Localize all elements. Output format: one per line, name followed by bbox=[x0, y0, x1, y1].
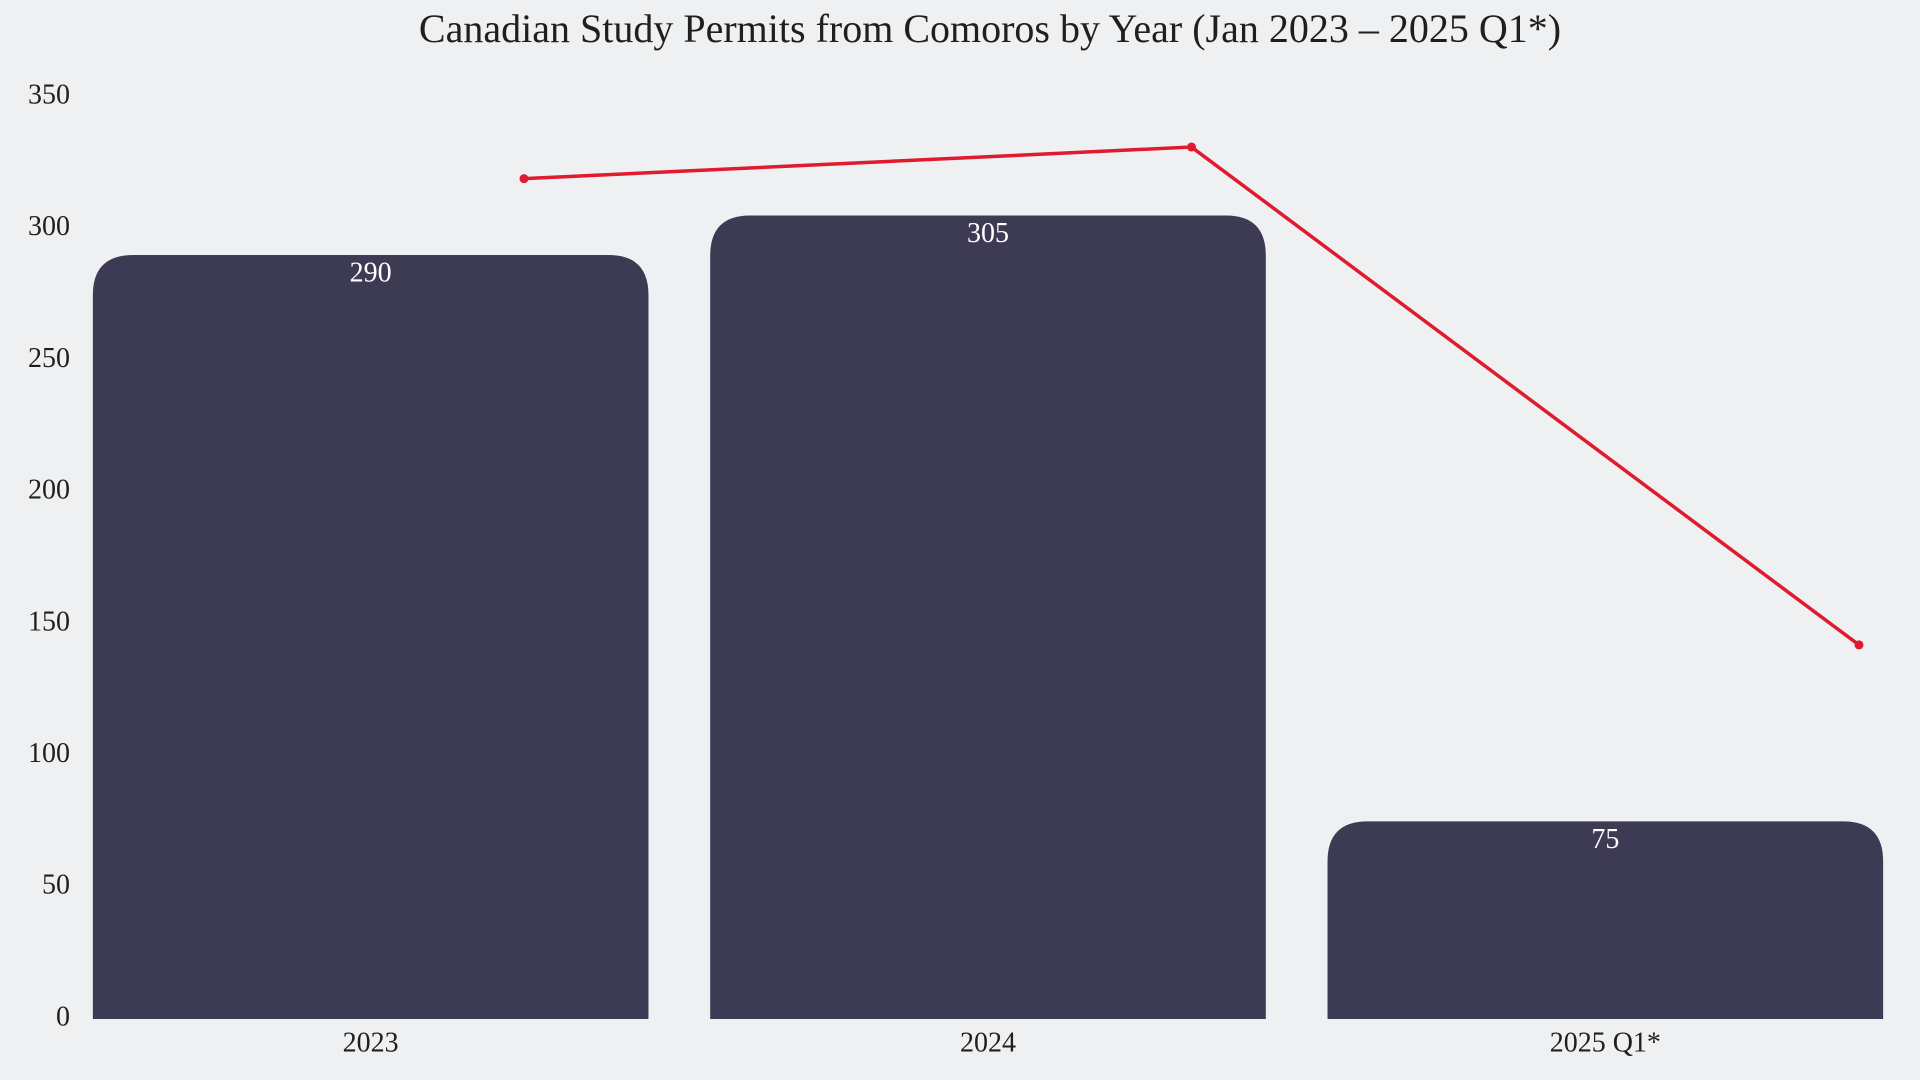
bar bbox=[710, 215, 1266, 1020]
y-tick-label: 100 bbox=[28, 738, 70, 769]
trend-point bbox=[1187, 142, 1196, 152]
y-tick-label: 150 bbox=[28, 606, 70, 637]
y-tick-label: 200 bbox=[28, 475, 70, 506]
trend-point bbox=[1854, 640, 1864, 650]
bar bbox=[1327, 821, 1884, 1019]
y-tick-label: 50 bbox=[42, 870, 70, 901]
y-tick-label: 250 bbox=[28, 343, 70, 374]
data-label: 305 bbox=[967, 218, 1009, 249]
bar bbox=[92, 255, 649, 1020]
x-tick-label: 2024 bbox=[960, 1027, 1016, 1058]
chart-title: Canadian Study Permits from Comoros by Y… bbox=[419, 6, 1561, 51]
x-tick-label: 2023 bbox=[343, 1027, 399, 1058]
data-label: 290 bbox=[350, 257, 392, 288]
data-label: 75 bbox=[1591, 824, 1619, 855]
y-tick-label: 0 bbox=[56, 1001, 70, 1032]
y-tick-label: 300 bbox=[28, 211, 70, 242]
x-tick-label: 2025 Q1* bbox=[1550, 1027, 1661, 1058]
y-tick-label: 350 bbox=[28, 79, 70, 110]
trend-point bbox=[519, 174, 529, 184]
